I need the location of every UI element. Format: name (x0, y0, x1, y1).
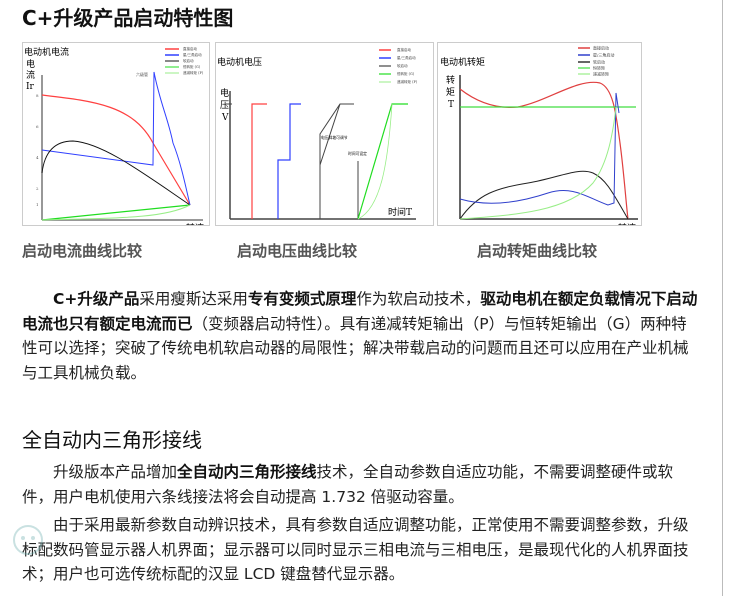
y-label: Ir (26, 82, 35, 92)
page-title: C+升级产品启动特性图 (22, 6, 234, 30)
soft-start-curve (459, 170, 629, 220)
y-label: 压 (220, 100, 229, 111)
annotation: 时间可设定 (348, 151, 367, 156)
legend: 直接启动 星/三角启动 软启动 恒转矩 (G) 递减转矩 (P) (165, 46, 204, 75)
svg-text:软启动: 软启动 (397, 63, 408, 68)
svg-text:软启动: 软启动 (183, 58, 194, 63)
direct-start-curve (251, 103, 267, 219)
legend: 直接启动 星/三角启动 软启动 恒转矩 递减转矩 (578, 45, 614, 77)
chart-title: 电动机电压 (217, 56, 262, 68)
annotation: 六级管 (136, 71, 148, 77)
svg-text:递减转矩 (P): 递减转矩 (P) (183, 70, 204, 75)
x-label: 转速 (186, 222, 204, 225)
current-curve-figure: 电动机电流 电 流 Ir 8 6 4 2 1 六级管 转速 直接启动 星/三角启… (22, 42, 210, 234)
intro-paragraph: C+升级产品采用瘦斯达采用专有变频式原理作为软启动技术，驱动电机在额定负载情况下… (22, 290, 698, 382)
svg-text:软启动: 软启动 (593, 59, 605, 65)
torque-chart: 电动机转矩 转 矩 T 转速 直接启动 星/三角启动 软启动 恒转矩 递减转矩 (440, 45, 638, 234)
y-tick: 2 (36, 186, 39, 191)
y-tick: 8 (36, 93, 39, 98)
star-delta-curve (459, 92, 620, 206)
y-label: T (448, 100, 454, 110)
page-border (722, 0, 723, 596)
svg-text:星/三角启动: 星/三角启动 (593, 52, 614, 58)
soft-start-curve (41, 140, 191, 206)
svg-text:恒转矩 (G): 恒转矩 (G) (183, 64, 201, 69)
y-tick: 1 (36, 202, 39, 207)
section-heading: 全自动内三角形接线 (22, 428, 202, 452)
y-label: 矩 (446, 86, 455, 98)
x-label: 时间T (388, 206, 412, 218)
chart-title: 电动机转矩 (440, 56, 485, 68)
direct-start-curve (459, 81, 629, 220)
decreasing-torque-curve (357, 103, 393, 220)
svg-text:恒转矩 (G): 恒转矩 (G) (397, 71, 415, 76)
svg-text:直接启动: 直接启动 (183, 46, 197, 51)
voltage-curve-figure: 电动机电压 电 压 V 电压斜坡可调节 时间可设定 时间T 直接启动 星/三角启… (215, 42, 434, 226)
constant-torque-curve (41, 204, 191, 221)
y-label: 转 (446, 74, 455, 86)
y-label: 电 (26, 58, 35, 70)
svg-text:直接启动: 直接启动 (593, 45, 609, 51)
voltage-chart: 电动机电压 电 压 V 电压斜坡可调节 时间可设定 时间T 直接启动 星/三角启… (217, 47, 418, 220)
delta-paragraph: 升级版本产品增加全自动内三角形接线技术，全自动参数自适应功能，不需要调整硬件或软… (22, 463, 674, 506)
annotation: 电压斜坡可调节 (321, 135, 348, 140)
constant-torque-curve (357, 103, 408, 220)
soft-start-curve (319, 103, 359, 219)
direct-start-curve (41, 94, 191, 206)
legend: 直接启动 星/三角启动 软启动 恒转矩 (G) 递减转矩 (P) (379, 47, 418, 84)
display-paragraph: 由于采用最新参数自动辨识技术，具有参数自适应调整功能，正常使用不需要调整参数，升… (22, 516, 689, 583)
current-chart: 电动机电流 电 流 Ir 8 6 4 2 1 六级管 转速 直接启动 星/三角启… (24, 46, 204, 234)
y-label: 流 (26, 69, 35, 81)
decreasing-torque-curve (41, 204, 191, 221)
svg-text:递减转矩 (P): 递减转矩 (P) (397, 79, 418, 84)
svg-text:星/三角启动: 星/三角启动 (183, 52, 202, 57)
star-delta-curve (41, 71, 191, 206)
y-label: V (221, 113, 229, 123)
svg-text:递减转矩: 递减转矩 (593, 71, 609, 77)
star-delta-curve (277, 103, 301, 219)
decreasing-torque-curve (459, 106, 617, 220)
y-label: 电 (220, 87, 229, 99)
torque-curve-figure: 电动机转矩 转 矩 T 转速 直接启动 星/三角启动 软启动 恒转矩 递减转矩 (437, 42, 642, 234)
svg-text:直接启动: 直接启动 (397, 47, 411, 52)
figure-caption: 启动电压曲线比较 (237, 242, 358, 260)
svg-text:恒转矩: 恒转矩 (593, 65, 605, 71)
figure-caption: 启动转矩曲线比较 (477, 242, 598, 260)
chart-title: 电动机电流 (24, 46, 69, 58)
y-tick: 4 (36, 155, 39, 160)
figure-caption: 启动电流曲线比较 (22, 242, 143, 260)
watermark-logo (8, 515, 48, 568)
y-tick: 6 (36, 124, 39, 129)
x-label: 转速 (618, 222, 636, 225)
svg-text:星/三角启动: 星/三角启动 (397, 55, 416, 60)
